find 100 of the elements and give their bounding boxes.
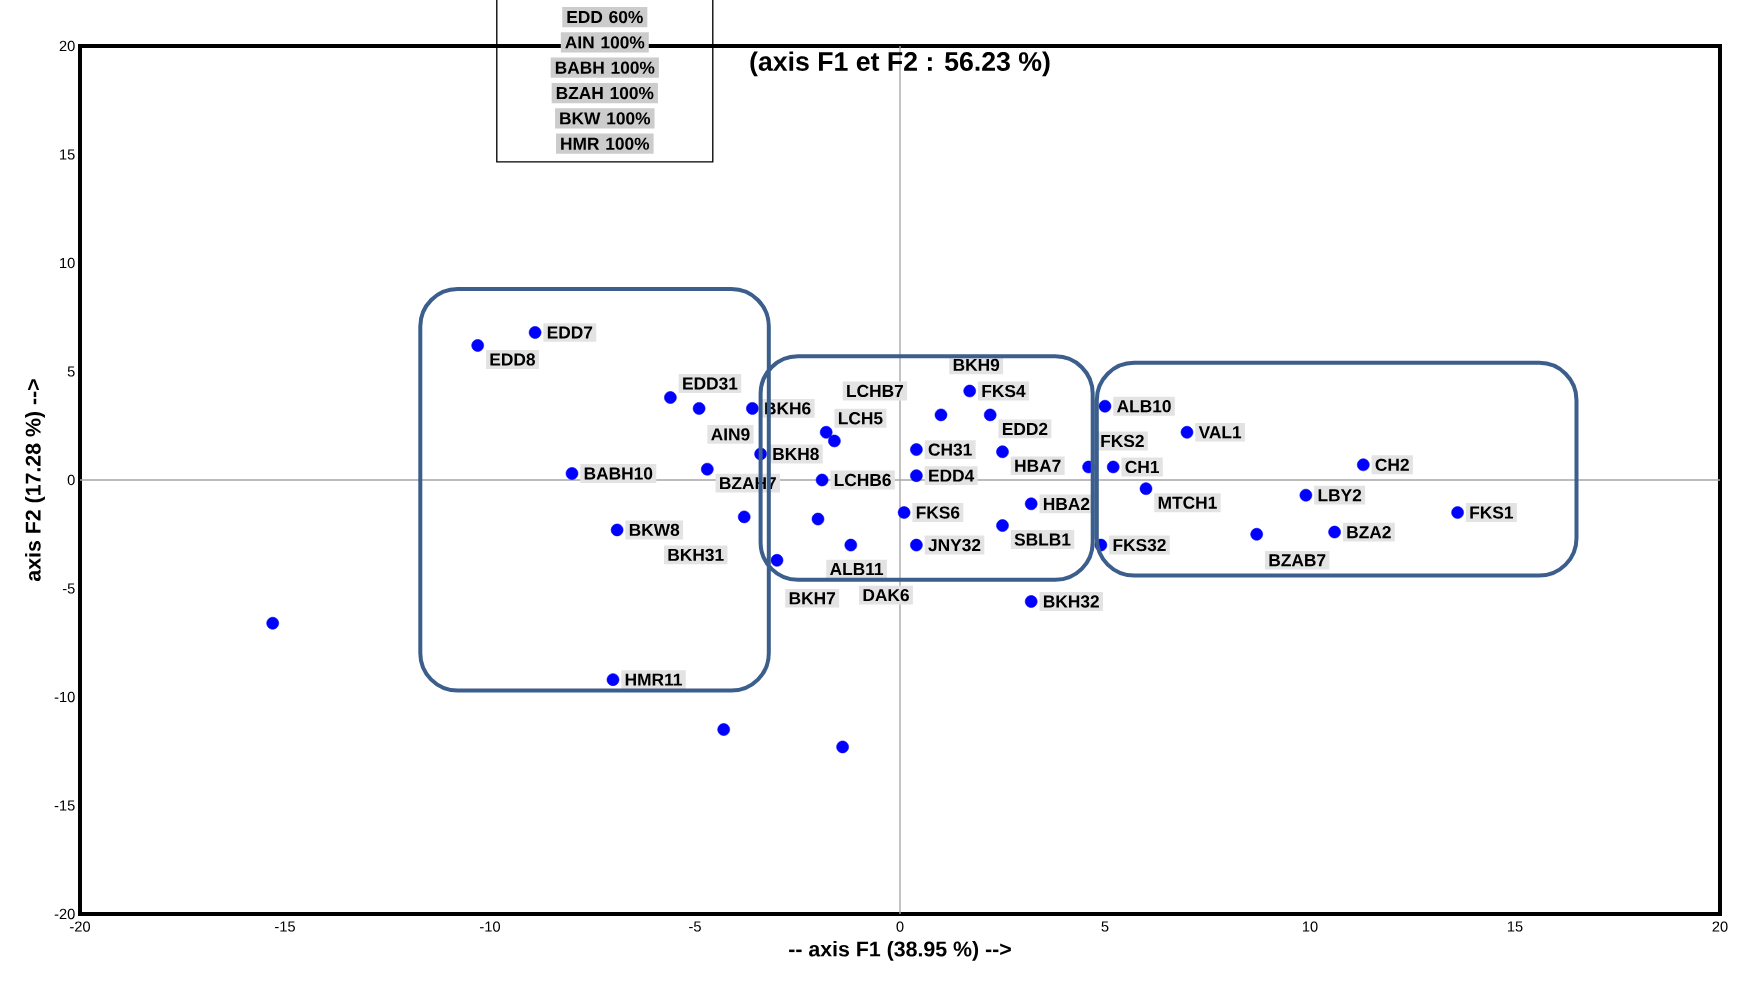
annotation: LBY2: [1318, 489, 1362, 502]
point: [770, 554, 784, 567]
annotation: AIN 100%: [565, 36, 645, 49]
annotation: DAK6: [863, 588, 909, 602]
x-tick-label: 10: [1302, 921, 1318, 932]
point: [1451, 506, 1464, 519]
point: [737, 510, 751, 524]
annotation: LCHB7: [847, 384, 904, 398]
annotation: FKS6: [916, 506, 960, 519]
point: [1357, 458, 1370, 472]
annotation: ALB10: [1117, 400, 1171, 413]
point: [606, 673, 620, 686]
annotation: HBA2: [1043, 497, 1090, 510]
annotation: VAL1: [1198, 426, 1242, 439]
point: [996, 445, 1009, 459]
x-tick-label: 5: [1101, 921, 1109, 932]
annotation: LCHB6: [834, 473, 891, 487]
point: [1328, 525, 1341, 539]
annotation: EDD7: [547, 326, 593, 339]
point: [910, 443, 923, 456]
chart-title: (axis F1 et F2 : 56.23 %): [750, 51, 1050, 77]
point: [1024, 595, 1038, 608]
annotation: BZAH 100%: [556, 86, 654, 100]
y-tick-label: -10: [54, 691, 75, 703]
x-tick-label: 15: [1507, 921, 1523, 932]
y-tick-label: -5: [62, 583, 75, 594]
annotation: CH31: [928, 443, 972, 456]
point: [1180, 425, 1194, 439]
point: [1299, 488, 1313, 502]
annotation: BKH32: [1043, 595, 1099, 608]
annotation: BKW 100%: [560, 112, 651, 125]
annotation: BKH31: [668, 548, 724, 562]
point: [610, 523, 624, 537]
annotation: FKS4: [982, 384, 1026, 398]
y-tick-label: 20: [59, 40, 75, 52]
annotation: AIN9: [711, 428, 750, 441]
point: [819, 425, 833, 439]
point: [910, 538, 923, 552]
x-tick-label: -10: [480, 921, 501, 932]
annotation: FKS1: [1470, 506, 1514, 519]
point: [996, 519, 1009, 532]
annotation: CH2: [1375, 458, 1409, 471]
annotation: LCH5: [838, 412, 883, 425]
y-tick-label: 5: [67, 366, 75, 377]
point: [910, 469, 923, 482]
annotation: EDD31: [683, 377, 738, 390]
point: [664, 391, 677, 404]
x-tick-label: -5: [689, 921, 701, 932]
annotation: BZA2: [1347, 526, 1391, 539]
point: [983, 408, 997, 422]
annotation: FKS2: [1101, 434, 1144, 448]
point: [844, 538, 858, 552]
point: [963, 384, 976, 398]
point: [1250, 527, 1263, 541]
point: [1139, 482, 1153, 495]
annotation: EDD2: [1002, 422, 1048, 435]
annotation: SBLB1: [1014, 533, 1071, 546]
point: [1106, 460, 1120, 474]
annotation: HMR 100%: [561, 137, 650, 150]
x-tick-label: -15: [275, 921, 295, 932]
point: [897, 506, 911, 519]
x-axis-title: -- axis F1 (38.95 %) -->: [789, 940, 1011, 961]
point: [815, 473, 829, 487]
point: [1024, 497, 1038, 511]
annotation: BKH7: [789, 592, 836, 605]
y-tick-label: 10: [60, 257, 75, 269]
x-tick-label: 0: [896, 921, 904, 932]
y-axis-title: axis F2 (17.28 %) -->: [25, 379, 45, 582]
y-tick-label: -20: [54, 908, 75, 920]
annotation: BABH 100%: [555, 61, 655, 74]
point: [811, 512, 825, 526]
point: [828, 434, 841, 448]
point: [701, 462, 714, 476]
annotation: HBA7: [1015, 459, 1061, 472]
text: EDD 60%: [567, 10, 643, 24]
annotation: EDD4: [929, 469, 975, 482]
point: [528, 326, 542, 339]
point: [934, 408, 948, 422]
point: [746, 402, 759, 415]
annotation: FKS32: [1113, 538, 1166, 552]
point: [266, 616, 279, 630]
annotation: ALB11: [830, 563, 884, 576]
point: [692, 402, 706, 415]
annotation: MTCH1: [1158, 496, 1217, 509]
annotation: CH1: [1125, 460, 1159, 474]
point: [836, 740, 849, 754]
annotation: BKW8: [629, 523, 680, 537]
y-tick-label: 15: [60, 149, 75, 160]
x-tick-label: 20: [1712, 921, 1728, 932]
point: [717, 723, 730, 736]
point: [1098, 399, 1112, 413]
annotation: HMR11: [625, 673, 682, 686]
annotation: BKH9: [953, 358, 1000, 372]
annotation: JNY32: [928, 538, 981, 552]
point: [565, 467, 579, 480]
annotation: BZAB7: [1269, 554, 1326, 567]
annotation: EDD8: [490, 353, 536, 366]
annotation: BKH8: [773, 447, 819, 461]
point: [471, 339, 484, 352]
y-tick-label: 0: [67, 474, 75, 486]
